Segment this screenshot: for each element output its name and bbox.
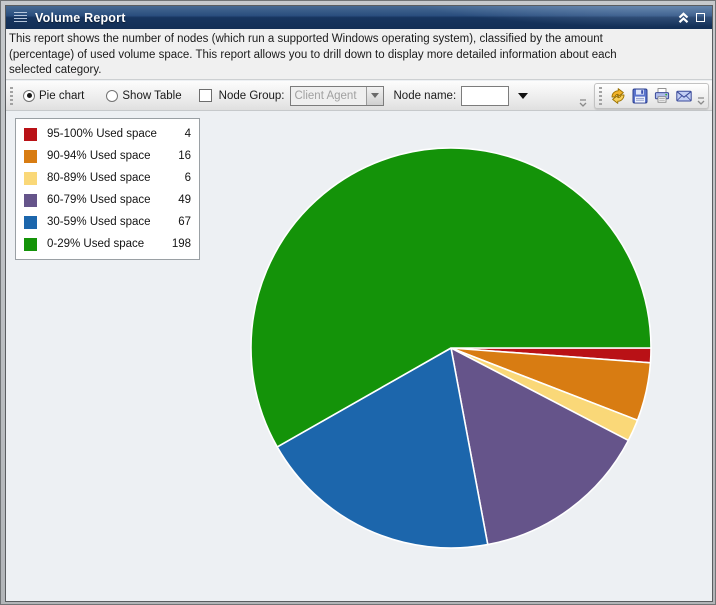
email-icon[interactable]	[674, 86, 694, 106]
legend-item[interactable]: 95-100% Used space 4	[16, 123, 199, 145]
save-icon[interactable]	[630, 86, 650, 106]
legend-swatch	[24, 193, 37, 207]
node-name-input[interactable]	[461, 85, 510, 106]
show-table-radio[interactable]	[106, 89, 119, 102]
description-line: This report shows the number of nodes (w…	[9, 33, 603, 45]
legend-label: 0-29% Used space	[47, 238, 145, 250]
legend-value: 49	[178, 194, 191, 206]
legend-item[interactable]: 30-59% Used space 67	[16, 211, 199, 233]
window-title: Volume Report	[35, 10, 126, 25]
legend-label: 30-59% Used space	[47, 216, 151, 228]
toolbar-grip-icon[interactable]	[10, 86, 13, 105]
legend-label: 95-100% Used space	[47, 128, 157, 140]
legend-value: 16	[178, 150, 191, 162]
report-description: This report shows the number of nodes (w…	[6, 29, 712, 80]
titlebar[interactable]: Volume Report	[6, 6, 712, 29]
legend-swatch	[24, 237, 37, 251]
chart-legend: 95-100% Used space 4 90-94% Used space 16 80…	[15, 118, 200, 260]
print-icon[interactable]	[652, 86, 672, 106]
pie-slice-30-59%[interactable]	[276, 347, 489, 549]
drag-grip-icon[interactable]	[14, 12, 27, 23]
node-group-select-value: Client Agent	[294, 89, 357, 102]
toolbar: Pie chart Show Table Node Group: Client …	[6, 81, 712, 111]
pie-chart	[250, 147, 652, 549]
legend-value: 67	[178, 216, 191, 228]
legend-label: 60-79% Used space	[47, 194, 151, 206]
legend-swatch	[24, 149, 37, 163]
legend-item[interactable]: 0-29% Used space 198	[16, 233, 199, 255]
description-line: (percentage) of used volume space. This …	[9, 48, 617, 61]
legend-label: 90-94% Used space	[47, 150, 151, 162]
collapse-icon[interactable]	[677, 11, 690, 24]
window-inner: Volume Report This report shows the numb…	[5, 5, 713, 602]
legend-swatch	[24, 215, 37, 229]
legend-value: 6	[184, 172, 191, 184]
legend-swatch	[24, 171, 37, 185]
pie-slice-60-79%[interactable]	[450, 347, 630, 546]
toolbar-overflow-button[interactable]	[578, 86, 588, 110]
legend-label: 80-89% Used space	[47, 172, 151, 184]
pie-slice-0-29%[interactable]	[250, 147, 652, 448]
icon-group-grip-icon[interactable]	[599, 86, 602, 105]
legend-item[interactable]: 90-94% Used space 16	[16, 145, 199, 167]
description-line: selected category.	[9, 64, 102, 76]
show-table-radio-label[interactable]: Show Table	[122, 89, 182, 102]
legend-value: 4	[184, 128, 191, 140]
node-group-select[interactable]: Client Agent	[289, 85, 384, 106]
chevron-down-icon	[370, 93, 379, 98]
legend-value: 198	[171, 238, 191, 250]
refresh-icon[interactable]	[608, 86, 628, 106]
pie-chart-radio-label[interactable]: Pie chart	[39, 89, 85, 102]
node-group-label: Node Group:	[218, 89, 285, 102]
pie-chart-radio[interactable]	[23, 89, 35, 102]
toolbar-icon-group	[594, 82, 709, 109]
restore-icon[interactable]	[696, 13, 705, 22]
icon-group-overflow-button[interactable]	[696, 86, 706, 108]
node-group-checkbox[interactable]	[198, 89, 212, 102]
legend-swatch	[24, 127, 37, 141]
node-name-label: Node name:	[393, 89, 457, 102]
legend-item[interactable]: 60-79% Used space 49	[16, 189, 199, 211]
node-group-select-arrow[interactable]	[365, 86, 383, 105]
node-name-dropdown-icon[interactable]	[518, 92, 529, 99]
chart-area: 95-100% Used space 4 90-94% Used space 16 80…	[6, 112, 712, 601]
legend-item[interactable]: 80-89% Used space 6	[16, 167, 199, 189]
